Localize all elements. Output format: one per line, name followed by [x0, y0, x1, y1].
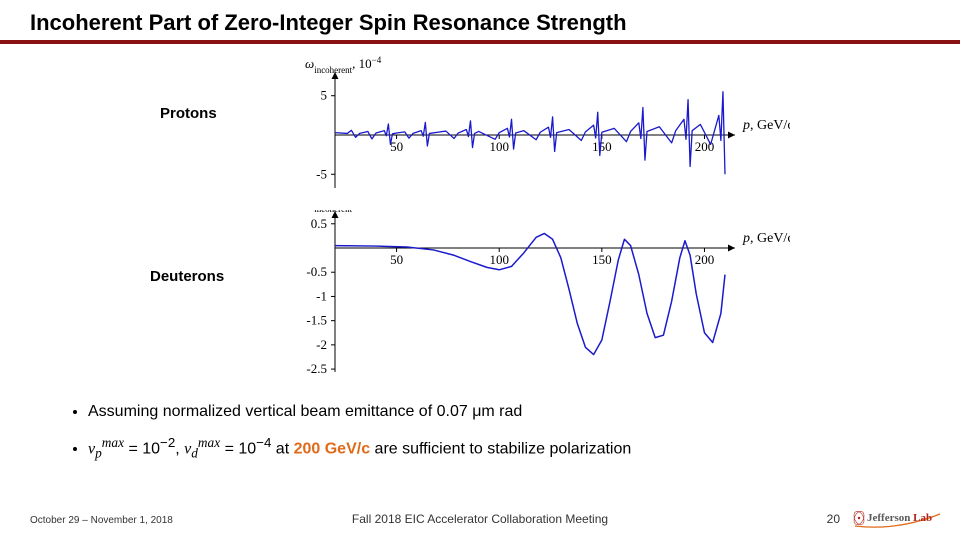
svg-text:-2: -2	[316, 337, 327, 352]
svg-text:100: 100	[489, 252, 509, 267]
svg-text:50: 50	[390, 252, 403, 267]
svg-text:-0.5: -0.5	[306, 264, 327, 279]
svg-text:200: 200	[695, 252, 715, 267]
svg-text:0.5: 0.5	[311, 216, 327, 231]
svg-text:100: 100	[489, 139, 509, 154]
footer-meeting: Fall 2018 EIC Accelerator Collaboration …	[0, 512, 960, 526]
svg-text:p, GeV/c: p, GeV/c	[742, 118, 790, 133]
bullet-list: Assuming normalized vertical beam emitta…	[70, 400, 890, 472]
svg-text:Jefferson Lab: Jefferson Lab	[867, 512, 932, 524]
protons-chart: 50100150200-55ωincoherent, 10−4p, GeV/c	[280, 55, 790, 205]
svg-text:ωincoherent, 10−4: ωincoherent, 10−4	[305, 55, 382, 75]
title-rule	[0, 40, 960, 44]
svg-text:150: 150	[592, 139, 612, 154]
slide-title: Incoherent Part of Zero-Integer Spin Res…	[30, 10, 627, 36]
svg-text:-1.5: -1.5	[306, 313, 327, 328]
footer-page-number: 20	[827, 512, 840, 526]
svg-text:-2.5: -2.5	[306, 361, 327, 376]
svg-text:-5: -5	[316, 166, 327, 181]
jefferson-lab-logo: Jefferson Lab	[852, 506, 942, 530]
deuterons-label: Deuterons	[150, 268, 224, 285]
svg-text:5: 5	[321, 88, 328, 103]
deuterons-chart: 50 100 150 200 -2.5 -2 -1.5 -1 -0.5 0.5 ωincoheren…	[280, 210, 790, 385]
protons-label: Protons	[160, 105, 217, 122]
svg-text:50: 50	[390, 139, 403, 154]
bullet-1: Assuming normalized vertical beam emitta…	[88, 400, 890, 425]
svg-text:ωincoherent, 10−7: ωincoherent, 10−7	[305, 210, 382, 214]
svg-text:p, GeV/c: p, GeV/c	[742, 231, 790, 246]
bullet-2: νpmax = 10−2, νdmax = 10−4 at 200 GeV/c …	[88, 433, 890, 464]
svg-text:150: 150	[592, 252, 612, 267]
svg-text:-1: -1	[316, 288, 327, 303]
